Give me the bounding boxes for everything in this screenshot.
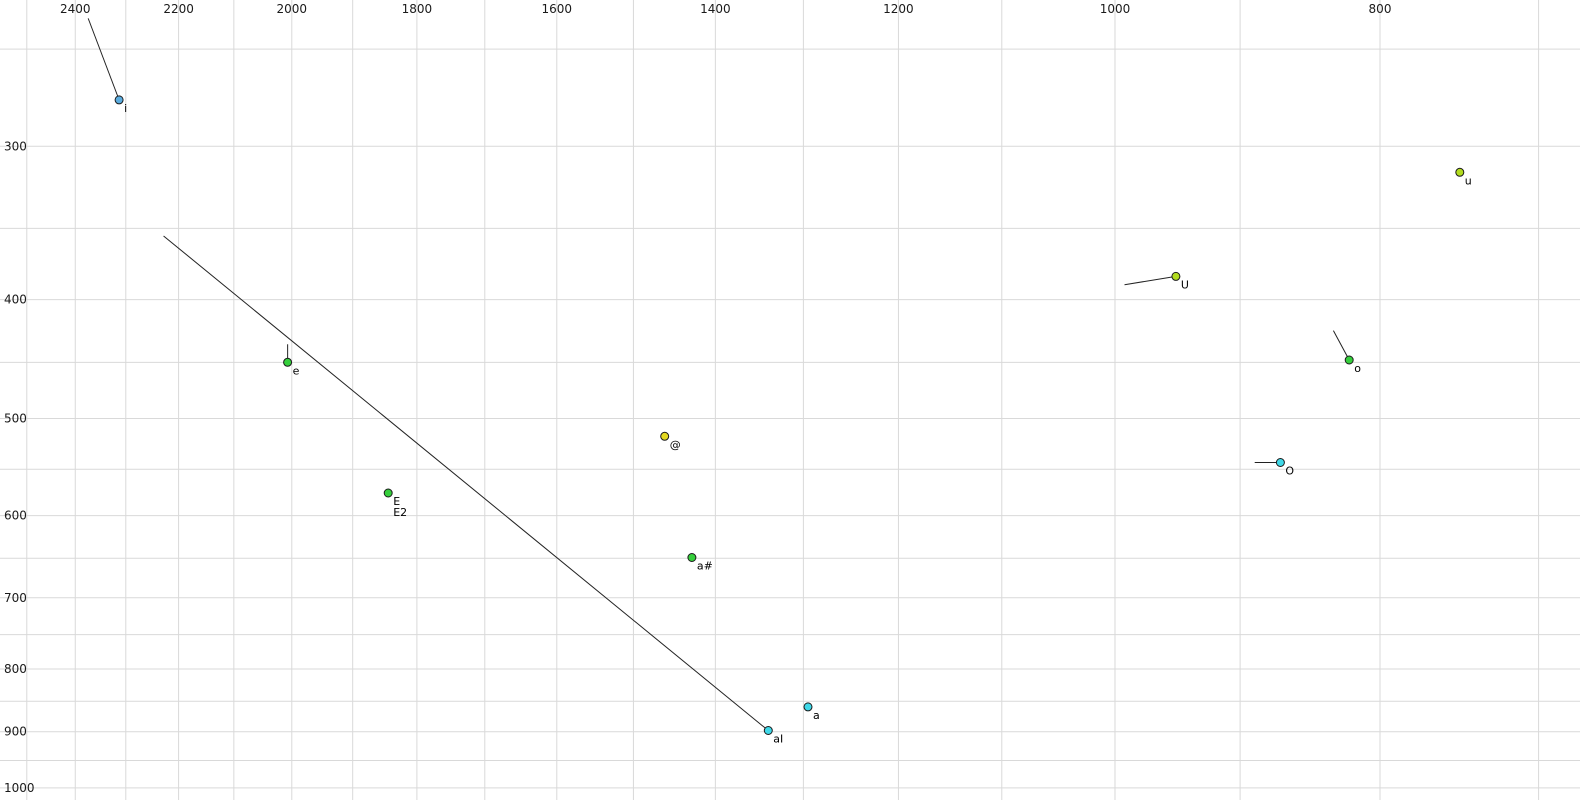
vowel-label: U	[1181, 278, 1189, 291]
vowel-label-secondary: E2	[393, 506, 407, 519]
vowel-label: E	[393, 495, 400, 508]
vowel-label: @	[670, 438, 681, 451]
vowel-point	[687, 553, 697, 562]
vowel-point	[660, 431, 670, 441]
x-tick-label: 1800	[402, 2, 433, 16]
formant-trajectory-line	[1332, 330, 1350, 361]
vowel-point	[1171, 271, 1181, 281]
x-tick-label: 2000	[277, 2, 308, 16]
x-tick-label: 2400	[60, 2, 91, 16]
vowel-point	[283, 357, 293, 367]
x-tick-label: 1000	[1100, 2, 1131, 16]
vowel-point	[763, 726, 773, 735]
y-tick-label: 800	[4, 662, 27, 676]
vowel-point	[383, 488, 393, 498]
vowel-label: O	[1285, 465, 1294, 478]
vowel-point	[1275, 458, 1285, 467]
y-tick-label: 300	[4, 139, 27, 153]
formant-trajectory-line	[1124, 275, 1176, 286]
vowel-label: aI	[773, 733, 783, 746]
y-tick-label: 500	[4, 412, 27, 426]
x-tick-label: 1200	[883, 2, 914, 16]
vowel-point	[114, 95, 124, 105]
vowel-point	[1344, 355, 1354, 365]
y-tick-label: 1000	[4, 781, 35, 795]
vowel-point	[803, 702, 813, 712]
vowel-point	[1455, 167, 1465, 177]
vowel-label: o	[1354, 362, 1361, 375]
x-tick-label: 2200	[163, 2, 194, 16]
y-tick-label: 700	[4, 591, 27, 605]
y-tick-label: 600	[4, 509, 27, 523]
formant-trajectory-line	[87, 18, 120, 101]
vowel-label: i	[124, 102, 127, 115]
y-tick-label: 900	[4, 725, 27, 739]
vowel-label: a#	[697, 560, 713, 573]
vowel-label: u	[1465, 174, 1472, 187]
x-tick-label: 1400	[700, 2, 731, 16]
vowel-label: a	[813, 709, 820, 722]
x-tick-label: 800	[1369, 2, 1392, 16]
x-tick-label: 1600	[542, 2, 573, 16]
formant-trajectory-line	[163, 235, 769, 731]
y-tick-label: 400	[4, 293, 27, 307]
vowel-label: e	[293, 364, 300, 377]
